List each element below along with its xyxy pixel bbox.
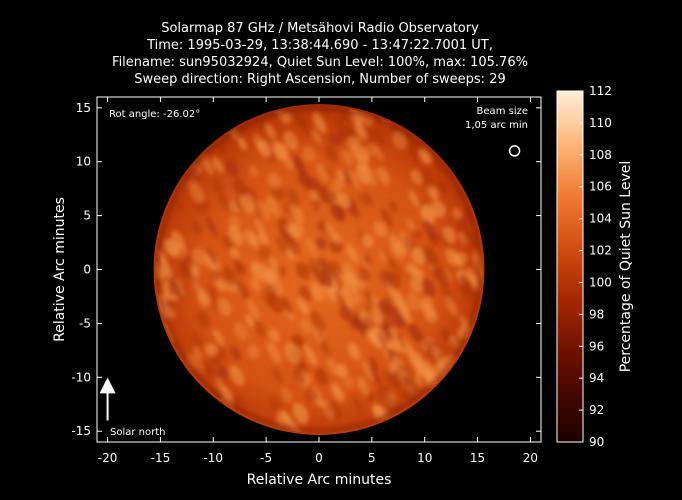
solar-north-arrow [99,377,116,421]
colorbar-tick-label: 104 [589,212,612,226]
beam-size-circle [508,145,521,157]
colorbar-tick-label: 94 [589,371,604,385]
title-line-4: Sweep direction: Right Ascension, Number… [134,72,506,87]
x-tick-label: -15 [151,451,171,465]
colorbar [556,90,584,443]
x-tick-label: -20 [98,451,118,465]
y-tick-label: -15 [71,424,91,438]
colorbar-tick-label: 110 [589,116,612,130]
colorbar-tick-label: 90 [589,435,604,449]
solar-north-label: Solar north [110,427,166,438]
y-axis-ticks: -15 -10 -5 0 5 10 15 [71,101,541,438]
x-tick-label: 20 [523,451,538,465]
colorbar-tick-label: 102 [589,244,612,258]
colorbar-tick-label: 92 [589,403,604,417]
x-tick-label: -10 [203,451,223,465]
beam-size-label: Beam size [477,106,528,117]
x-axis-label: Relative Arc minutes [247,472,392,488]
title-line-2: Time: 1995-03-29, 13:38:44.690 - 13:47:2… [147,38,493,53]
x-tick-label: 15 [470,451,485,465]
title-line-3: Filename: sun95032924, Quiet Sun Level: … [112,55,528,70]
colorbar-tick-label: 96 [589,339,604,353]
y-tick-label: 5 [83,209,91,223]
colorbar-tick-label: 112 [589,84,612,98]
title-line-1: Solarmap 87 GHz / Metsähovi Radio Observ… [161,21,479,36]
x-tick-label: 0 [315,451,323,465]
disk-texture [155,106,483,433]
x-tick-label: 5 [368,451,376,465]
colorbar-ticks: 90 92 94 96 98 100 102 104 106 108 110 112 [579,84,612,449]
colorbar-tick-label: 100 [589,275,612,289]
y-tick-label: 15 [76,101,91,115]
x-tick-label: 10 [417,451,432,465]
colorbar-tick-label: 106 [589,180,612,194]
y-axis-label: Relative Arc minutes [52,197,68,342]
y-tick-label: -10 [71,370,91,384]
y-tick-label: 10 [76,155,91,169]
colorbar-tick-label: 98 [589,307,604,321]
beam-size-value: 1,05 arc min [465,120,528,131]
chart-title: Solarmap 87 GHz / Metsähovi Radio Observ… [90,20,550,88]
colorbar-label: Percentage of Quiet Sun Level [618,161,634,373]
x-tick-label: -5 [260,451,272,465]
x-axis-ticks: -20 -15 -10 -5 0 5 10 15 20 [98,97,538,465]
rot-angle-label: Rot angle: -26.02° [109,109,200,120]
y-tick-label: -5 [79,316,91,330]
colorbar-tick-label: 108 [589,148,612,162]
y-tick-label: 0 [83,263,91,277]
